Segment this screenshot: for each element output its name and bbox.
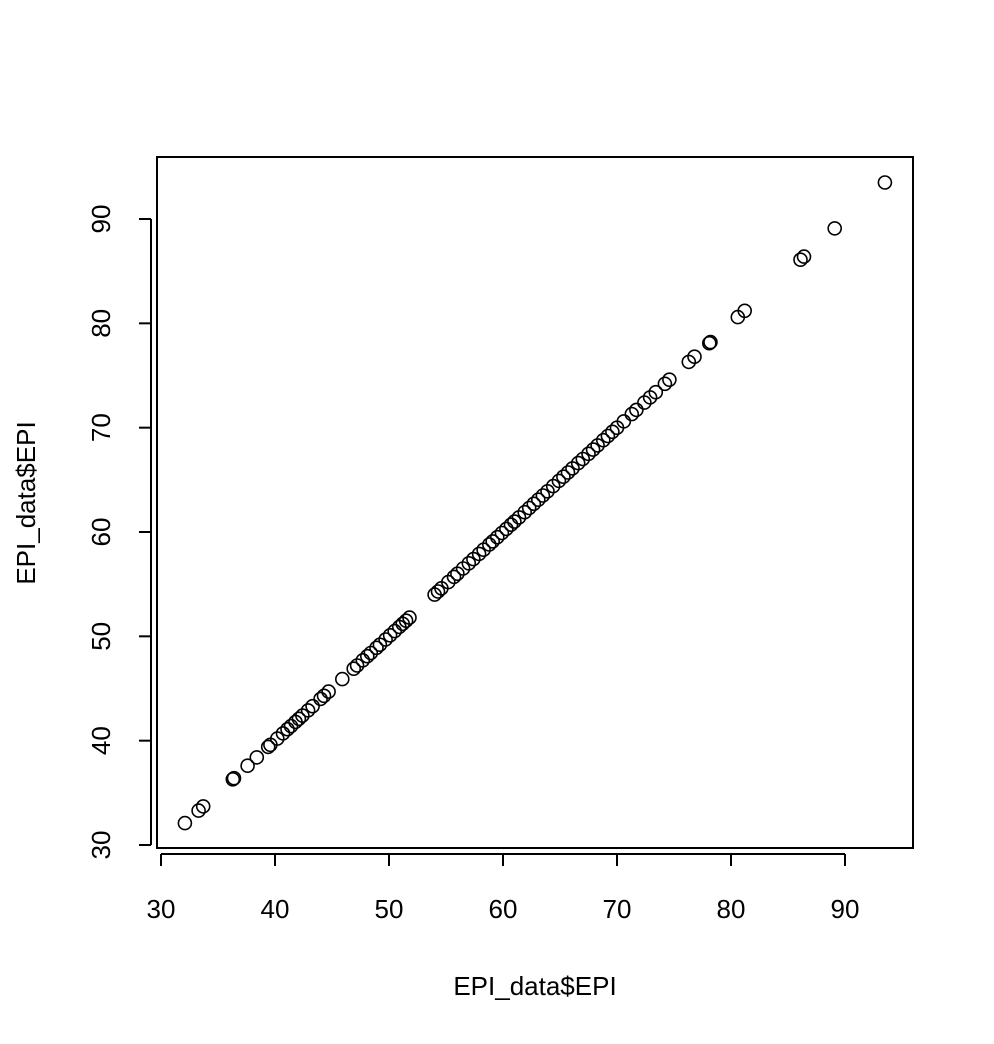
data-point	[240, 758, 255, 774]
y-tick-label: 70	[86, 413, 116, 442]
data-point	[507, 514, 522, 529]
y-axis-label: EPI_data$EPI	[11, 421, 41, 584]
data-point	[793, 252, 808, 268]
data-point	[521, 500, 537, 516]
data-point	[346, 661, 362, 677]
data-point	[177, 815, 193, 831]
data-point	[560, 465, 576, 480]
y-tick-label: 60	[86, 518, 116, 547]
data-point	[430, 584, 446, 599]
x-tick-label: 50	[375, 894, 404, 924]
data-point	[585, 442, 601, 457]
data-point	[556, 469, 571, 485]
data-point	[313, 691, 328, 707]
data-point	[321, 684, 336, 699]
data-point	[581, 446, 596, 462]
data-point	[382, 627, 398, 643]
data-point	[605, 424, 620, 440]
data-point	[334, 671, 350, 687]
x-tick-label: 80	[717, 894, 746, 924]
data-point	[648, 384, 664, 400]
data-point	[387, 623, 403, 639]
data-point	[551, 473, 567, 489]
data-point	[471, 546, 487, 562]
x-tick-label: 60	[489, 894, 518, 924]
y-tick-label: 90	[86, 205, 116, 234]
data-point	[701, 335, 717, 351]
data-point	[446, 569, 462, 585]
data-point	[225, 771, 241, 787]
data-point	[737, 303, 753, 319]
data-point	[316, 688, 332, 704]
data-point	[657, 376, 673, 392]
data-point	[402, 610, 417, 625]
x-tick-label: 90	[831, 894, 860, 924]
x-tick-label: 30	[147, 894, 176, 924]
data-point	[600, 428, 616, 444]
data-point	[489, 529, 505, 545]
data-point	[624, 406, 640, 422]
data-point	[517, 504, 533, 520]
data-point	[595, 432, 611, 448]
x-tick-label: 70	[603, 894, 632, 924]
data-point	[378, 632, 393, 647]
data-point	[485, 534, 501, 549]
y-tick-label: 30	[86, 831, 116, 860]
data-point	[629, 402, 644, 418]
data-point	[687, 349, 702, 365]
data-point	[291, 711, 307, 727]
data-point	[481, 537, 497, 552]
data-point	[359, 648, 375, 664]
data-point	[195, 799, 211, 814]
data-point	[530, 492, 546, 508]
plot-area-frame	[156, 156, 914, 849]
data-point	[280, 721, 295, 737]
y-tick-label: 80	[86, 309, 116, 338]
x-axis-label: EPI_data$EPI	[453, 971, 616, 1001]
data-point	[283, 718, 299, 734]
data-point	[570, 455, 586, 471]
data-point	[662, 372, 677, 388]
y-axis: 30 40 50 60 70 80 90	[86, 205, 152, 860]
data-point	[355, 652, 371, 668]
data-point	[260, 739, 276, 755]
data-point	[494, 525, 510, 541]
y-tick-label: 40	[86, 726, 116, 755]
data-point	[503, 517, 519, 533]
x-axis: 30 40 50 60 70 80 90	[147, 853, 860, 924]
data-point	[300, 703, 316, 718]
data-point	[796, 249, 812, 264]
data-point	[369, 640, 384, 656]
data-point	[191, 803, 206, 818]
data-point	[827, 221, 843, 236]
data-point	[499, 521, 514, 537]
data-point	[461, 555, 477, 571]
data-point	[877, 175, 893, 190]
data-point	[535, 488, 551, 503]
data-point	[616, 414, 632, 429]
data-point	[305, 698, 320, 714]
data-point	[226, 770, 242, 786]
data-point	[275, 726, 291, 741]
data-points	[177, 175, 893, 831]
y-tick-label: 50	[86, 622, 116, 651]
data-point	[398, 613, 414, 629]
data-point	[526, 496, 542, 512]
data-point	[249, 750, 265, 765]
data-point	[703, 334, 718, 350]
x-tick-label: 40	[261, 894, 290, 924]
